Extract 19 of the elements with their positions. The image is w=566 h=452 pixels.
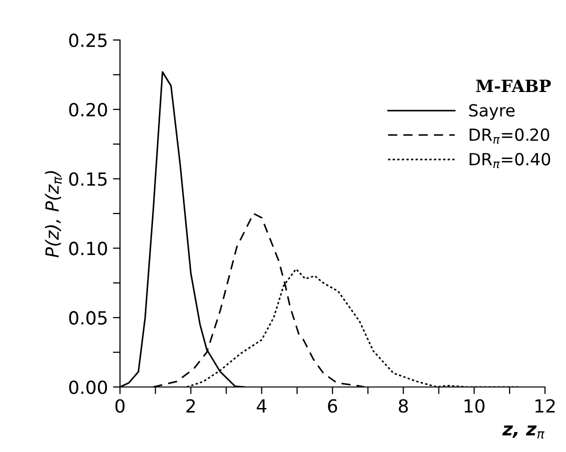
y-tick-label: 0.10 (69, 242, 107, 256)
x-axis-title: z, z$_{π}$ (502, 425, 544, 439)
x-tick-label: 4 (256, 399, 266, 413)
legend-label: Sayre (469, 104, 515, 120)
y-tick-label: 0.15 (69, 172, 107, 186)
y-tick-label: 0.00 (69, 380, 107, 394)
legend-label: DR$_{π}$=0.40 (470, 152, 550, 168)
legend-label: DR$_{π}$=0.20 (470, 128, 550, 144)
x-tick-label: 10 (464, 399, 484, 413)
x-tick-label: 0 (115, 399, 125, 413)
y-axis-title: P(z), P(z$_{π}$) (44, 171, 62, 258)
y-tick-label: 0.25 (69, 33, 107, 48)
x-tick-label: 8 (398, 399, 408, 413)
y-tick-label: 0.05 (69, 311, 107, 325)
legend-title: M-FABP (476, 80, 551, 92)
x-tick-label: 6 (328, 399, 338, 413)
y-tick-label: 0.20 (69, 102, 107, 117)
x-tick-label: 12 (535, 399, 555, 413)
x-tick-label: 2 (186, 399, 195, 413)
